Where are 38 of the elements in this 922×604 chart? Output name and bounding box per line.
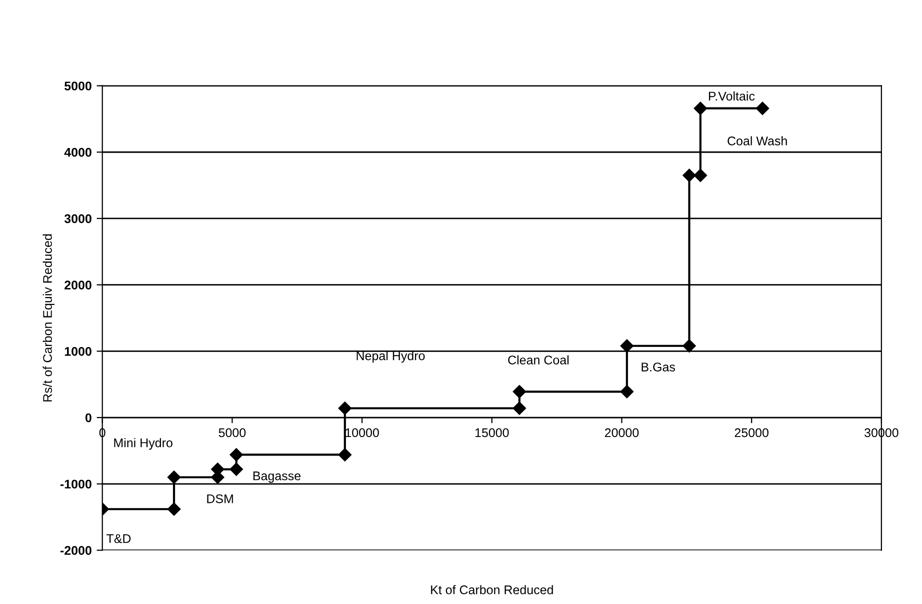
point (167, 502, 181, 516)
annotation: Nepal Hydro (356, 351, 425, 363)
point (682, 339, 696, 352)
y-tick-label: 3000 (64, 214, 92, 224)
annotation: Clean Coal (508, 355, 569, 364)
point (512, 385, 526, 398)
annotation: P.Voltaic (708, 91, 755, 101)
x-tick-label: 20000 (604, 428, 639, 438)
y-tick-label: 4000 (64, 148, 92, 157)
point (167, 470, 181, 484)
y-tick-label: 2000 (64, 280, 92, 290)
point (694, 102, 708, 115)
annotation: DSM (207, 494, 233, 504)
x-tick-label: 15000 (475, 428, 509, 438)
point (620, 339, 634, 352)
point (512, 402, 526, 415)
annotation: T&D (106, 534, 131, 544)
point (338, 448, 352, 462)
annotation: Mini Hydro (114, 438, 172, 450)
point (756, 102, 770, 115)
point (694, 168, 708, 182)
annotation: Coal Wash (728, 136, 787, 146)
annotation: Bagasse (253, 472, 300, 483)
point (338, 402, 352, 415)
y-tick-label: 1000 (64, 346, 92, 356)
y-tick-label: 5000 (64, 82, 92, 90)
point (230, 462, 243, 476)
y-axis-title: Rs/t of Carbon Equiv Reduced (42, 234, 54, 402)
point (620, 385, 634, 398)
y-tick-label: -2000 (60, 546, 92, 555)
y-tick-label: -1000 (60, 480, 92, 489)
x-tick-label: 25000 (734, 428, 768, 438)
x-tick-label: 5000 (218, 428, 246, 438)
point (230, 448, 243, 462)
y-tick-label: 0 (85, 413, 92, 422)
x-axis-title: Kt of Carbon Reduced (431, 585, 553, 594)
point (682, 168, 696, 182)
annotation: B.Gas (642, 362, 676, 372)
